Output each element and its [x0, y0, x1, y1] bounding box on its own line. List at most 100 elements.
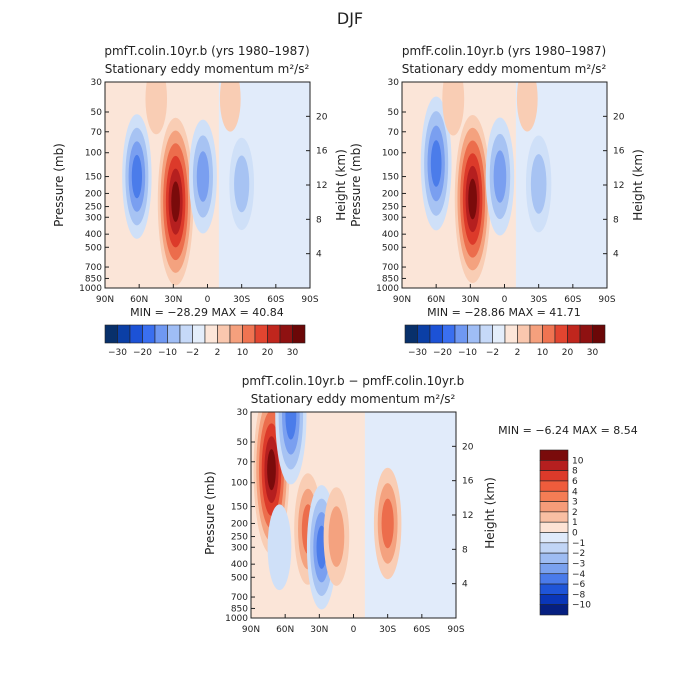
- colorbar-label: −10: [572, 601, 591, 611]
- x-tick-label: 90N: [242, 625, 260, 635]
- colorbar-swatch: [242, 324, 256, 344]
- x-tick-label: 30N: [164, 295, 182, 305]
- panel-2-ylabel: Pressure (mb): [349, 143, 363, 227]
- y-tick-label: 500: [382, 243, 399, 253]
- x-tick-label: 30N: [461, 295, 479, 305]
- y2-tick-label: 8: [316, 215, 322, 225]
- page-title: DJF: [337, 9, 363, 28]
- colorbar-swatch: [267, 324, 281, 344]
- colorbar-label: −2: [486, 348, 499, 358]
- x-tick-label: 60S: [564, 295, 581, 305]
- contour-feature-0-level-3: [430, 140, 442, 187]
- colorbar-label: −10: [158, 348, 177, 358]
- panel-3-field: [251, 412, 456, 618]
- y2-tick-label: 16: [462, 477, 474, 487]
- colorbar-swatch: [539, 490, 569, 502]
- y-tick-label: 100: [85, 149, 102, 159]
- contour-feature-1-level-3: [285, 412, 297, 440]
- panel-1-axes: 90N 60N 30N 0 30S 60S 90S 30 50 70 100 150 200 250300…: [79, 78, 328, 305]
- y-tick-label: 200: [231, 519, 248, 529]
- colorbar-label: 10: [537, 348, 549, 358]
- panel-3: pmfT.colin.10yr.b − pmfF.colin.10yr.b St…: [203, 374, 638, 635]
- y-tick-label: 250: [231, 533, 248, 543]
- y-tick-label: 70: [388, 128, 400, 138]
- y2-tick-label: 12: [316, 181, 327, 191]
- colorbar-label: 1: [572, 518, 578, 528]
- y-tick-label: 250: [382, 203, 399, 213]
- colorbar-swatch: [492, 324, 506, 344]
- y-tick-label: 50: [91, 108, 103, 118]
- y-tick-label: 50: [237, 438, 249, 448]
- y-tick-label: 150: [231, 503, 248, 513]
- colorbar-swatch: [442, 324, 456, 344]
- x-tick-label: 60S: [267, 295, 284, 305]
- x-tick-label: 90N: [96, 295, 114, 305]
- y-tick-label: 400: [382, 230, 399, 240]
- colorbar-swatch: [542, 324, 556, 344]
- colorbar-swatch: [429, 324, 443, 344]
- contour-feature-5-level-0: [516, 82, 538, 132]
- y-tick-label: 70: [91, 128, 103, 138]
- colorbar-swatch: [467, 324, 481, 344]
- colorbar-label: 3: [572, 498, 578, 508]
- colorbar-label: −30: [408, 348, 427, 358]
- y2-tick-label: 4: [462, 580, 468, 590]
- panel-2-y2label: Height (km): [631, 149, 645, 220]
- colorbar-label: −3: [572, 559, 585, 569]
- y-tick-label: 850: [382, 274, 399, 284]
- y-tick-label: 300: [85, 213, 102, 223]
- colorbar-label: 20: [562, 348, 574, 358]
- y-tick-label: 850: [85, 274, 102, 284]
- colorbar-swatch: [592, 324, 606, 344]
- x-tick-label: 60N: [130, 295, 148, 305]
- colorbar-swatch: [292, 324, 306, 344]
- panel-3-title: pmfT.colin.10yr.b − pmfF.colin.10yr.b: [242, 374, 465, 388]
- y-tick-label: 150: [382, 173, 399, 183]
- colorbar-swatch: [129, 324, 143, 344]
- y-tick-label: 150: [85, 173, 102, 183]
- colorbar-label: 2: [215, 348, 221, 358]
- y-tick-label: 100: [382, 149, 399, 159]
- contour-feature-4-level-0: [442, 82, 465, 136]
- colorbar-swatch: [539, 552, 569, 564]
- y-tick-label: 100: [231, 479, 248, 489]
- y-tick-label: 30: [237, 408, 249, 418]
- colorbar-swatch: [142, 324, 156, 344]
- y-tick-label: 1000: [79, 284, 102, 294]
- colorbar-swatch: [154, 324, 168, 344]
- x-tick-label: 0: [351, 625, 357, 635]
- contour-feature-1-level-5: [171, 181, 180, 222]
- x-tick-label: 90S: [598, 295, 615, 305]
- x-tick-label: 60S: [413, 625, 430, 635]
- colorbar-swatch: [179, 324, 193, 344]
- colorbar-label: −20: [133, 348, 152, 358]
- colorbar-label: −20: [433, 348, 452, 358]
- y-tick-label: 700: [85, 263, 102, 273]
- colorbar-swatch: [539, 501, 569, 513]
- y2-tick-label: 16: [316, 147, 328, 157]
- y2-tick-label: 20: [613, 112, 625, 122]
- colorbar-swatch: [104, 324, 118, 344]
- panel-3-y2label: Height (km): [483, 477, 497, 548]
- y2-tick-label: 8: [462, 545, 468, 555]
- x-tick-label: 30S: [379, 625, 396, 635]
- colorbar-top-2: −30 −20 −10 −2 2 10 20 30: [404, 324, 606, 358]
- y-tick-label: 30: [91, 78, 103, 88]
- colorbar-swatch: [279, 324, 293, 344]
- y-tick-label: 1000: [376, 284, 399, 294]
- panel-2-field: [402, 82, 607, 288]
- colorbar-label: 0: [572, 529, 578, 539]
- y2-tick-label: 16: [613, 147, 625, 157]
- colorbar-label: −2: [572, 549, 585, 559]
- colorbar-swatch: [539, 594, 569, 605]
- y-tick-label: 200: [382, 189, 399, 199]
- contour-feature-1-level-5: [468, 178, 477, 220]
- y2-tick-label: 20: [462, 442, 474, 452]
- y-tick-label: 400: [231, 560, 248, 570]
- panel-2-minmax: MIN = −28.86 MAX = 41.71: [427, 306, 581, 319]
- colorbar-swatch: [539, 532, 569, 544]
- colorbar-swatch: [539, 511, 569, 523]
- colorbar-label: 2: [515, 348, 521, 358]
- colorbar-swatch: [539, 604, 569, 616]
